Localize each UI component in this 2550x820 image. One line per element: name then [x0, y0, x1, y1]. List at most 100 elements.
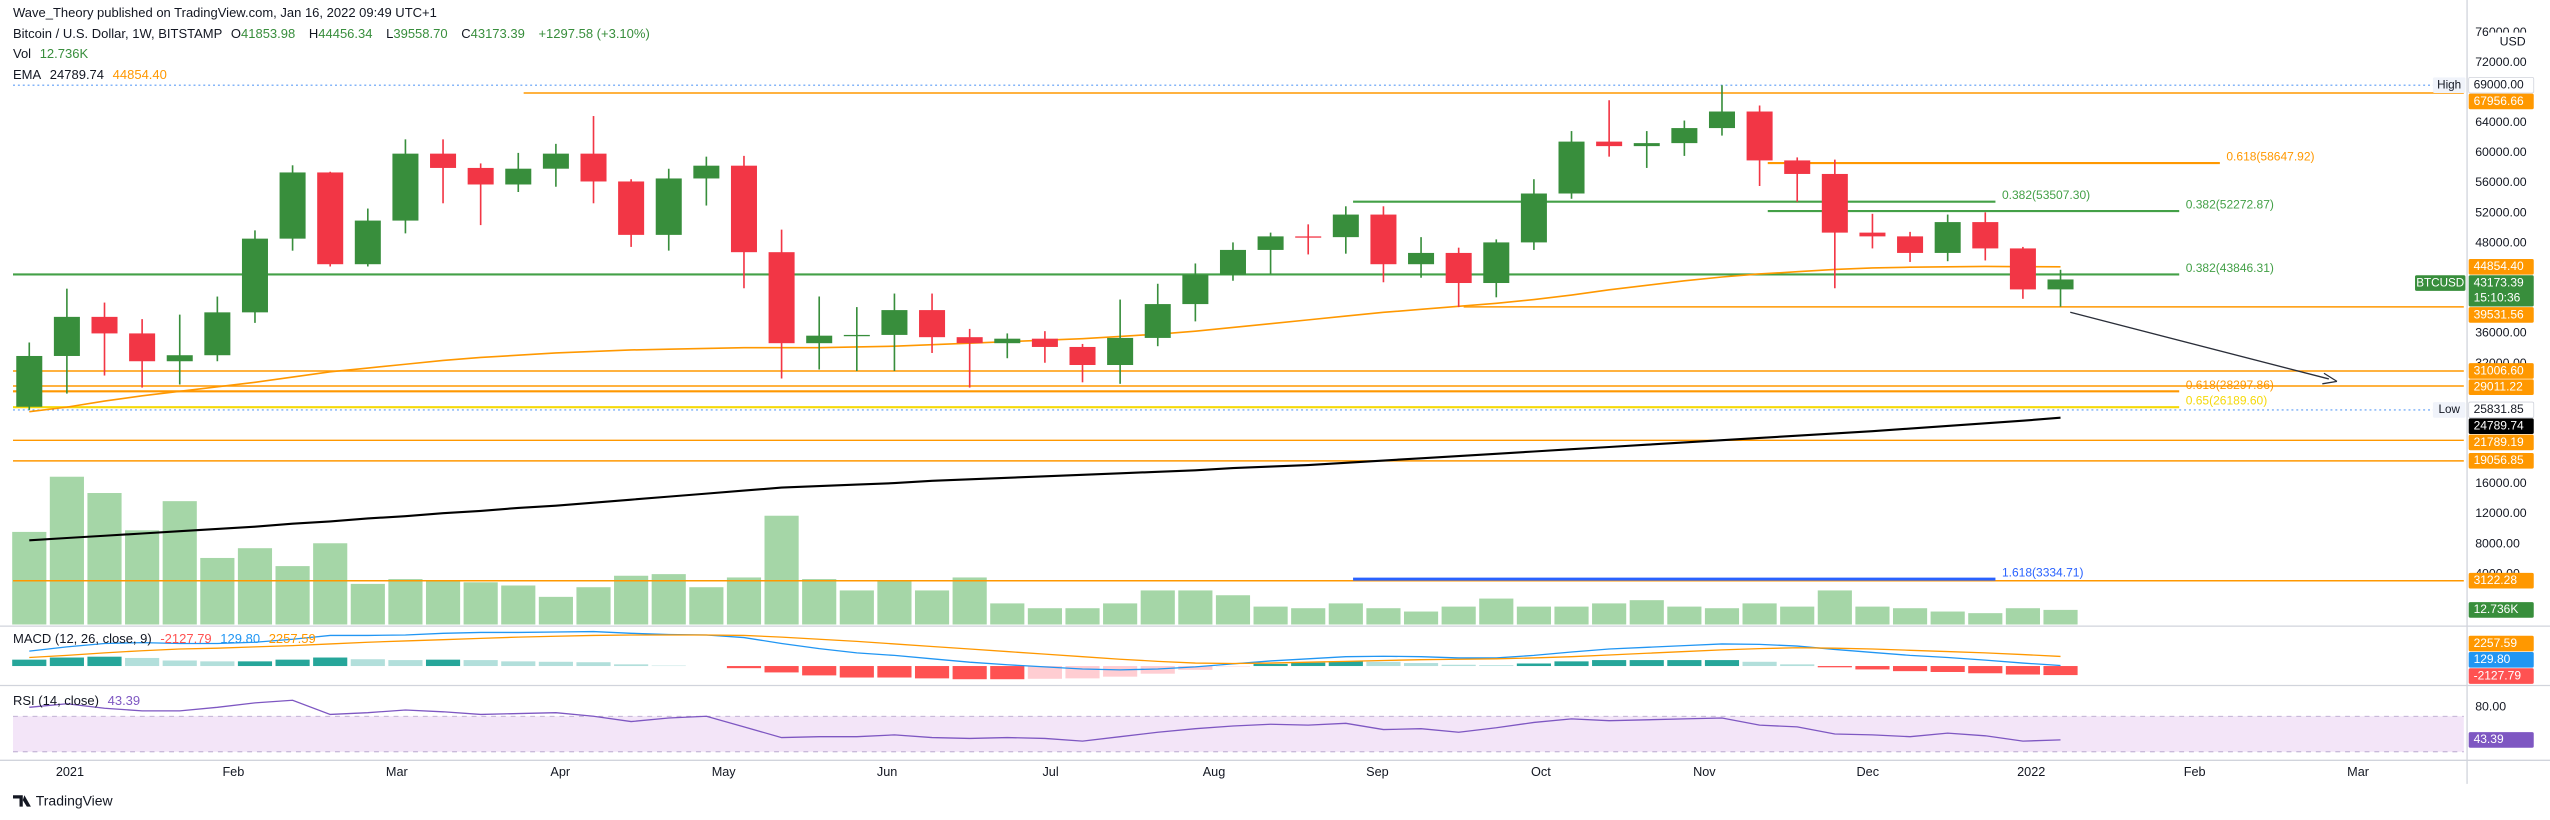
volume-bar [125, 530, 160, 625]
candle-body [1144, 304, 1171, 338]
ohlc-value: 39558.70 [393, 26, 448, 41]
volume-legend: Vol 12.736K [13, 46, 93, 61]
macd-hist [877, 666, 912, 678]
candle-body [1596, 141, 1623, 147]
macd-hist [914, 666, 950, 679]
macd-hist [162, 660, 197, 667]
volume-bar [501, 585, 536, 625]
volume-bar [576, 587, 611, 625]
price-tag: High [2437, 78, 2461, 91]
macd-hist [1253, 663, 1288, 667]
price-tag-bg [2415, 275, 2466, 291]
price-label-bg [2468, 363, 2534, 379]
price-tag-bg [2432, 77, 2466, 94]
price-tag: Low [2438, 403, 2460, 416]
candle-layer [16, 85, 2074, 410]
macd-hist [1817, 666, 1852, 668]
macd-legend: MACD (12, 26, close, 9) -2127.79 129.80 … [13, 631, 321, 646]
x-tick-label: Feb [2184, 765, 2206, 779]
macd-hist [1892, 666, 1928, 672]
volume-bar [1065, 608, 1100, 625]
x-tick-label: Dec [1857, 765, 1880, 779]
macd-hist [2043, 666, 2078, 676]
price-label-bg [2468, 732, 2534, 748]
volume-bar [200, 557, 235, 625]
volume-bar [1516, 606, 1551, 625]
volume-bar [952, 577, 987, 625]
macd-hist [1742, 661, 1777, 667]
macd-hist [125, 657, 160, 667]
rsi-tick-label: 80.00 [2475, 700, 2506, 714]
macd-hist [1968, 666, 2003, 674]
candle-body [1821, 173, 1848, 233]
macd-hist [1479, 665, 1514, 667]
volume-bar [12, 531, 47, 625]
fib-label: 0.382(43846.31) [2186, 261, 2274, 275]
volume-name: Vol [13, 46, 32, 61]
candle-body [1107, 337, 1134, 366]
rsi-name: RSI (14, close) [13, 693, 99, 708]
candle-body [505, 168, 532, 185]
volume-bar [2005, 608, 2040, 625]
ohlc-key: C [461, 26, 471, 41]
ema-value: 44854.40 [112, 67, 167, 82]
signal-line [29, 634, 2061, 665]
y-tick-label: 52000.00 [2475, 205, 2527, 219]
macd-hist [1140, 666, 1175, 674]
candle-body [430, 153, 457, 168]
volume-bar [313, 543, 348, 625]
macd-hist [1328, 661, 1363, 667]
macd-hist [313, 657, 348, 667]
macd-hist [1366, 661, 1401, 667]
volume-bar [614, 575, 649, 625]
y-tick-label: 56000.00 [2475, 175, 2527, 189]
candle-body [1332, 214, 1359, 238]
price-label-bg [2468, 453, 2534, 469]
volume-bar [1930, 611, 1965, 625]
macd-value: 129.80 [220, 631, 261, 646]
candle-body [241, 238, 268, 313]
macd-hist [1930, 666, 1965, 672]
candle-body [843, 334, 870, 337]
macd-hist [49, 657, 84, 667]
candle-body [1859, 232, 1886, 237]
y-tick-label: 16000.00 [2475, 476, 2527, 490]
macd-hist [1027, 666, 1062, 679]
candle-body [1708, 111, 1735, 129]
ohlc-key: H [308, 26, 319, 41]
ema-line [29, 416, 2061, 542]
macd-hist [1629, 660, 1664, 667]
candle-body [2009, 248, 2036, 290]
price-tag-bg [2432, 402, 2466, 418]
volume-value: 12.736K [39, 46, 89, 61]
macd-name: MACD (12, 26, close, 9) [13, 631, 152, 646]
macd-hist [501, 661, 536, 667]
ohlc-value: 44456.34 [318, 26, 373, 41]
candle-body [1784, 160, 1811, 174]
candle-body [166, 355, 193, 362]
footer-brand: TradingView [36, 792, 114, 808]
volume-bar [1291, 608, 1326, 625]
macd-hist [388, 660, 423, 667]
x-tick-label: Nov [1693, 765, 1716, 779]
candle-body [1483, 242, 1510, 284]
candle-body [994, 338, 1021, 344]
candle-body [1295, 236, 1322, 238]
volume-bar [764, 515, 799, 625]
macd-hist [1403, 663, 1439, 667]
volume-bar [425, 580, 461, 625]
price-label: 24789.74 [2474, 418, 2524, 432]
ohlc: H44456.34 [309, 26, 378, 41]
candle-body [806, 335, 833, 344]
change: +1297.58 (+3.10%) [538, 26, 650, 41]
macd-hist [1103, 666, 1138, 677]
candle-body [467, 167, 494, 185]
rsi-legend: RSI (14, close) 43.39 [13, 693, 145, 708]
axis-layer: 76000.0072000.0064000.0060000.0056000.00… [56, 25, 2527, 779]
candle-body [1031, 338, 1058, 347]
volume-bar [1968, 613, 2003, 625]
volume-bar [990, 603, 1025, 625]
candle-body [1408, 252, 1435, 265]
currency: USD [2500, 35, 2526, 49]
